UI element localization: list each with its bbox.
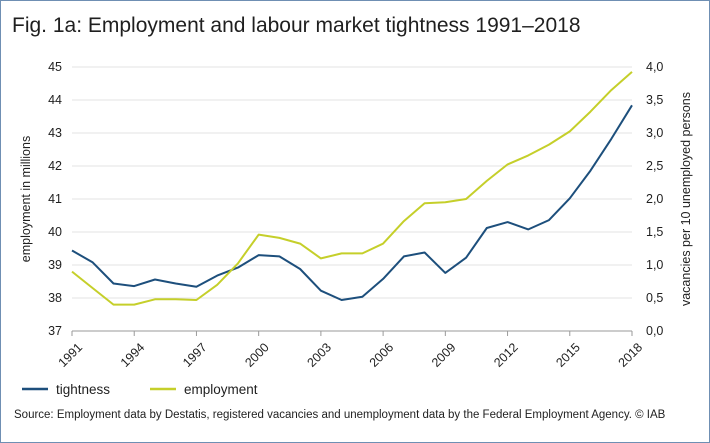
y-right-tick-label: 0,0 xyxy=(646,324,663,338)
chart-title: Fig. 1a: Employment and labour market ti… xyxy=(12,14,581,37)
y-left-tick-label: 42 xyxy=(48,159,62,173)
legend: tightness employment xyxy=(22,382,258,397)
series-line-employment xyxy=(71,71,633,306)
y-left-tick-label: 37 xyxy=(48,324,62,338)
x-tick-label: 2006 xyxy=(367,340,397,370)
x-tick-label: 1991 xyxy=(56,340,86,370)
x-tick-label: 2015 xyxy=(553,340,583,370)
y-left-tick-label: 43 xyxy=(48,126,62,140)
y-left-tick-label: 39 xyxy=(48,258,62,272)
y-right-tick-label: 2,0 xyxy=(646,192,663,206)
x-tick-label: 2012 xyxy=(491,340,521,370)
y-left-tick-label: 38 xyxy=(48,291,62,305)
x-tick-label: 2018 xyxy=(616,340,646,370)
y-axis-left-label: employment in millions xyxy=(19,136,33,262)
y-axis-right-label: vacancies per 10 unemployed persons xyxy=(679,92,693,306)
legend-label-employment: employment xyxy=(184,382,258,397)
y-right-tick-label: 1,0 xyxy=(646,258,663,272)
y-right-tick-label: 0,5 xyxy=(646,291,663,305)
x-tick-label: 2003 xyxy=(305,340,335,370)
y-right-tick-label: 4,0 xyxy=(646,60,663,74)
series-line-tightness xyxy=(71,104,633,301)
y-axis-left: 37 38 39 40 41 42 43 44 45 xyxy=(48,60,62,338)
y-right-tick-label: 2,5 xyxy=(646,159,663,173)
x-tick-label: 2000 xyxy=(242,340,272,370)
x-tick-label: 2009 xyxy=(429,340,459,370)
y-right-tick-label: 1,5 xyxy=(646,225,663,239)
y-left-tick-label: 45 xyxy=(48,60,62,74)
legend-label-tightness: tightness xyxy=(56,382,110,397)
source-note: Source: Employment data by Destatis, reg… xyxy=(14,409,666,421)
y-left-tick-label: 44 xyxy=(48,93,62,107)
y-right-tick-label: 3,0 xyxy=(646,126,663,140)
x-tick-label: 1997 xyxy=(180,340,210,370)
series-lines xyxy=(71,71,633,306)
y-right-tick-label: 3,5 xyxy=(646,93,663,107)
x-axis: 1991 1994 1997 2000 2003 2006 2009 2012 2015 2018 xyxy=(56,331,646,370)
y-left-tick-label: 41 xyxy=(48,192,62,206)
gridlines xyxy=(72,66,632,332)
x-tick-label: 1994 xyxy=(118,340,148,370)
y-left-tick-label: 40 xyxy=(48,225,62,239)
y-axis-right: 0,0 0,5 1,0 1,5 2,0 2,5 3,0 3,5 4,0 xyxy=(646,60,663,338)
